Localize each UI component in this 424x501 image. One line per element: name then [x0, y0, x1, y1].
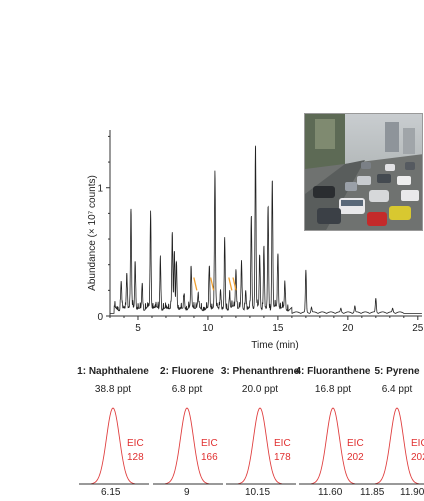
eic-text: EIC [274, 438, 291, 449]
y-tick-label: 1 [97, 184, 103, 195]
eic-peak-trace [230, 407, 290, 485]
eic-text: EIC [127, 438, 144, 449]
eic-mass: 166 [201, 452, 218, 463]
eic-mass: 202 [347, 452, 364, 463]
traffic-photo [304, 113, 423, 231]
x-tick-label: 10 [202, 323, 214, 334]
peak-marker [193, 277, 198, 291]
peak-marker [210, 277, 215, 291]
eic-compound-label: 3: Phenanthrene [220, 366, 300, 377]
eic-text: EIC [411, 438, 424, 449]
eic-panel: 2: Fluorene 6.8 ppt EIC 166 9 [147, 366, 227, 501]
x-tick-label: 5 [135, 323, 141, 334]
eic-tick-label: 9 [184, 487, 190, 498]
eic-plot: EIC 178 [226, 407, 296, 485]
x-axis-label: Time (min) [251, 340, 298, 351]
chromatogram-trace [110, 145, 422, 314]
eic-tick-label: 11.85 [360, 487, 385, 498]
eic-panel: 4: Fluoranthene 16.8 ppt EIC 202 11.60 [293, 366, 373, 501]
x-tick-label: 25 [412, 323, 424, 334]
eic-text: EIC [201, 438, 218, 449]
peak-marker [232, 277, 237, 291]
eic-compound-label: 2: Fluorene [160, 366, 214, 377]
eic-concentration: 20.0 ppt [241, 384, 279, 395]
eic-tick-label: 6.15 [101, 487, 121, 498]
y-tick-label: 0 [97, 312, 103, 323]
eic-plot: EIC 202 [299, 407, 369, 485]
eic-panel: 5: Pyrene 6.4 ppt EIC 202 11.85 11.90 [357, 366, 424, 501]
eic-concentration: 38.8 ppt [94, 384, 132, 395]
eic-concentration: 6.8 ppt [171, 384, 203, 395]
eic-tick-label: 10.15 [245, 487, 271, 498]
eic-plot: EIC 166 [153, 407, 223, 485]
eic-plot: EIC 128 [79, 407, 149, 485]
eic-concentration: 16.8 ppt [314, 384, 352, 395]
plot-area: 5 10 15 20 25 0 1 [97, 130, 424, 334]
eic-panel: 1: Naphthalene 38.8 ppt EIC 128 6.15 [73, 366, 153, 501]
eic-tick-label: 11.90 [400, 487, 424, 498]
eic-mass: 202 [411, 452, 424, 463]
eic-compound-label: 5: Pyrene [374, 366, 420, 377]
eic-mass: 178 [274, 452, 291, 463]
eic-compound-label: 4: Fluoranthene [295, 366, 371, 377]
eic-concentration: 6.4 ppt [381, 384, 413, 395]
x-tick-label: 20 [342, 323, 354, 334]
peak-marker [228, 277, 233, 291]
eic-plot: EIC 202 [363, 407, 424, 485]
eic-compound-label: 1: Naphthalene [77, 366, 149, 377]
eic-text: EIC [347, 438, 364, 449]
eic-mass: 128 [127, 452, 144, 463]
eic-tick-label: 11.60 [318, 487, 343, 498]
eic-peak-trace [367, 407, 424, 485]
eic-panel: 3: Phenanthrene 20.0 ppt EIC 178 10.15 [220, 366, 300, 501]
eic-peak-trace [157, 407, 217, 485]
eic-peak-trace [303, 407, 363, 485]
main-chromatogram: 5 10 15 20 25 0 1 Abundance (× 10⁷ counts) Tim… [87, 130, 424, 351]
y-axis-label: Abundance (× 10⁷ counts) [87, 175, 98, 291]
x-tick-label: 15 [272, 323, 284, 334]
eic-peak-trace [83, 407, 143, 485]
